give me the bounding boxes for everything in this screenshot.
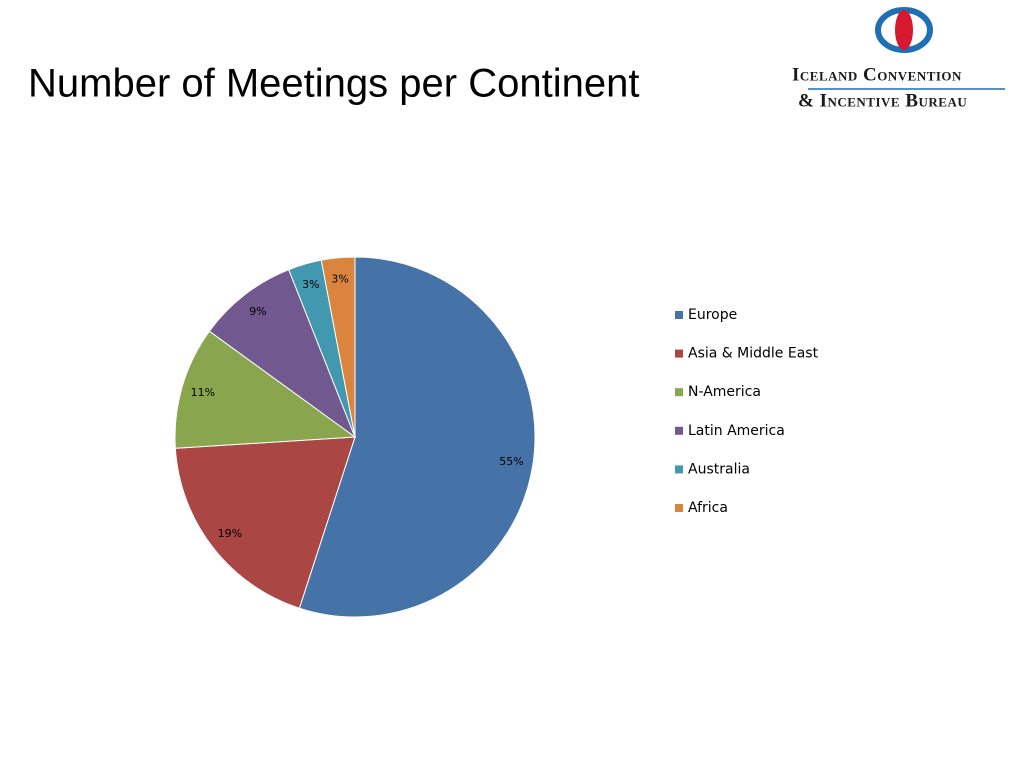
pie-slice [174,330,357,449]
legend-swatch [675,388,683,397]
data-label: 9% [249,305,266,318]
logo-text: Iceland Convention [792,64,962,85]
chart-title: Number of Meetings per Continent [28,62,639,106]
pie-slice [174,436,356,609]
legend-label: Africa [688,500,728,516]
legend-swatch [675,349,683,358]
legend-swatch [675,426,683,435]
pie-slice [320,256,356,438]
legend-swatch [675,465,683,474]
legend-swatch [675,311,683,319]
logo-text: & Incentive Bureau [798,90,967,111]
legend-label: Australia [688,461,750,477]
data-label: 55% [499,455,523,468]
pie-slice [298,256,536,618]
pie-slice [208,268,357,439]
legend-label: Latin America [688,423,785,439]
legend-label: Asia & Middle East [688,346,819,362]
data-label: 11% [191,386,215,399]
data-label: 3% [331,272,348,285]
data-label: 3% [302,278,319,291]
legend-label: N-America [688,384,761,400]
legend-label: Europe [688,307,737,323]
legend-swatch [675,504,683,512]
logo-mark [808,7,1005,90]
data-label: 19% [218,527,242,540]
